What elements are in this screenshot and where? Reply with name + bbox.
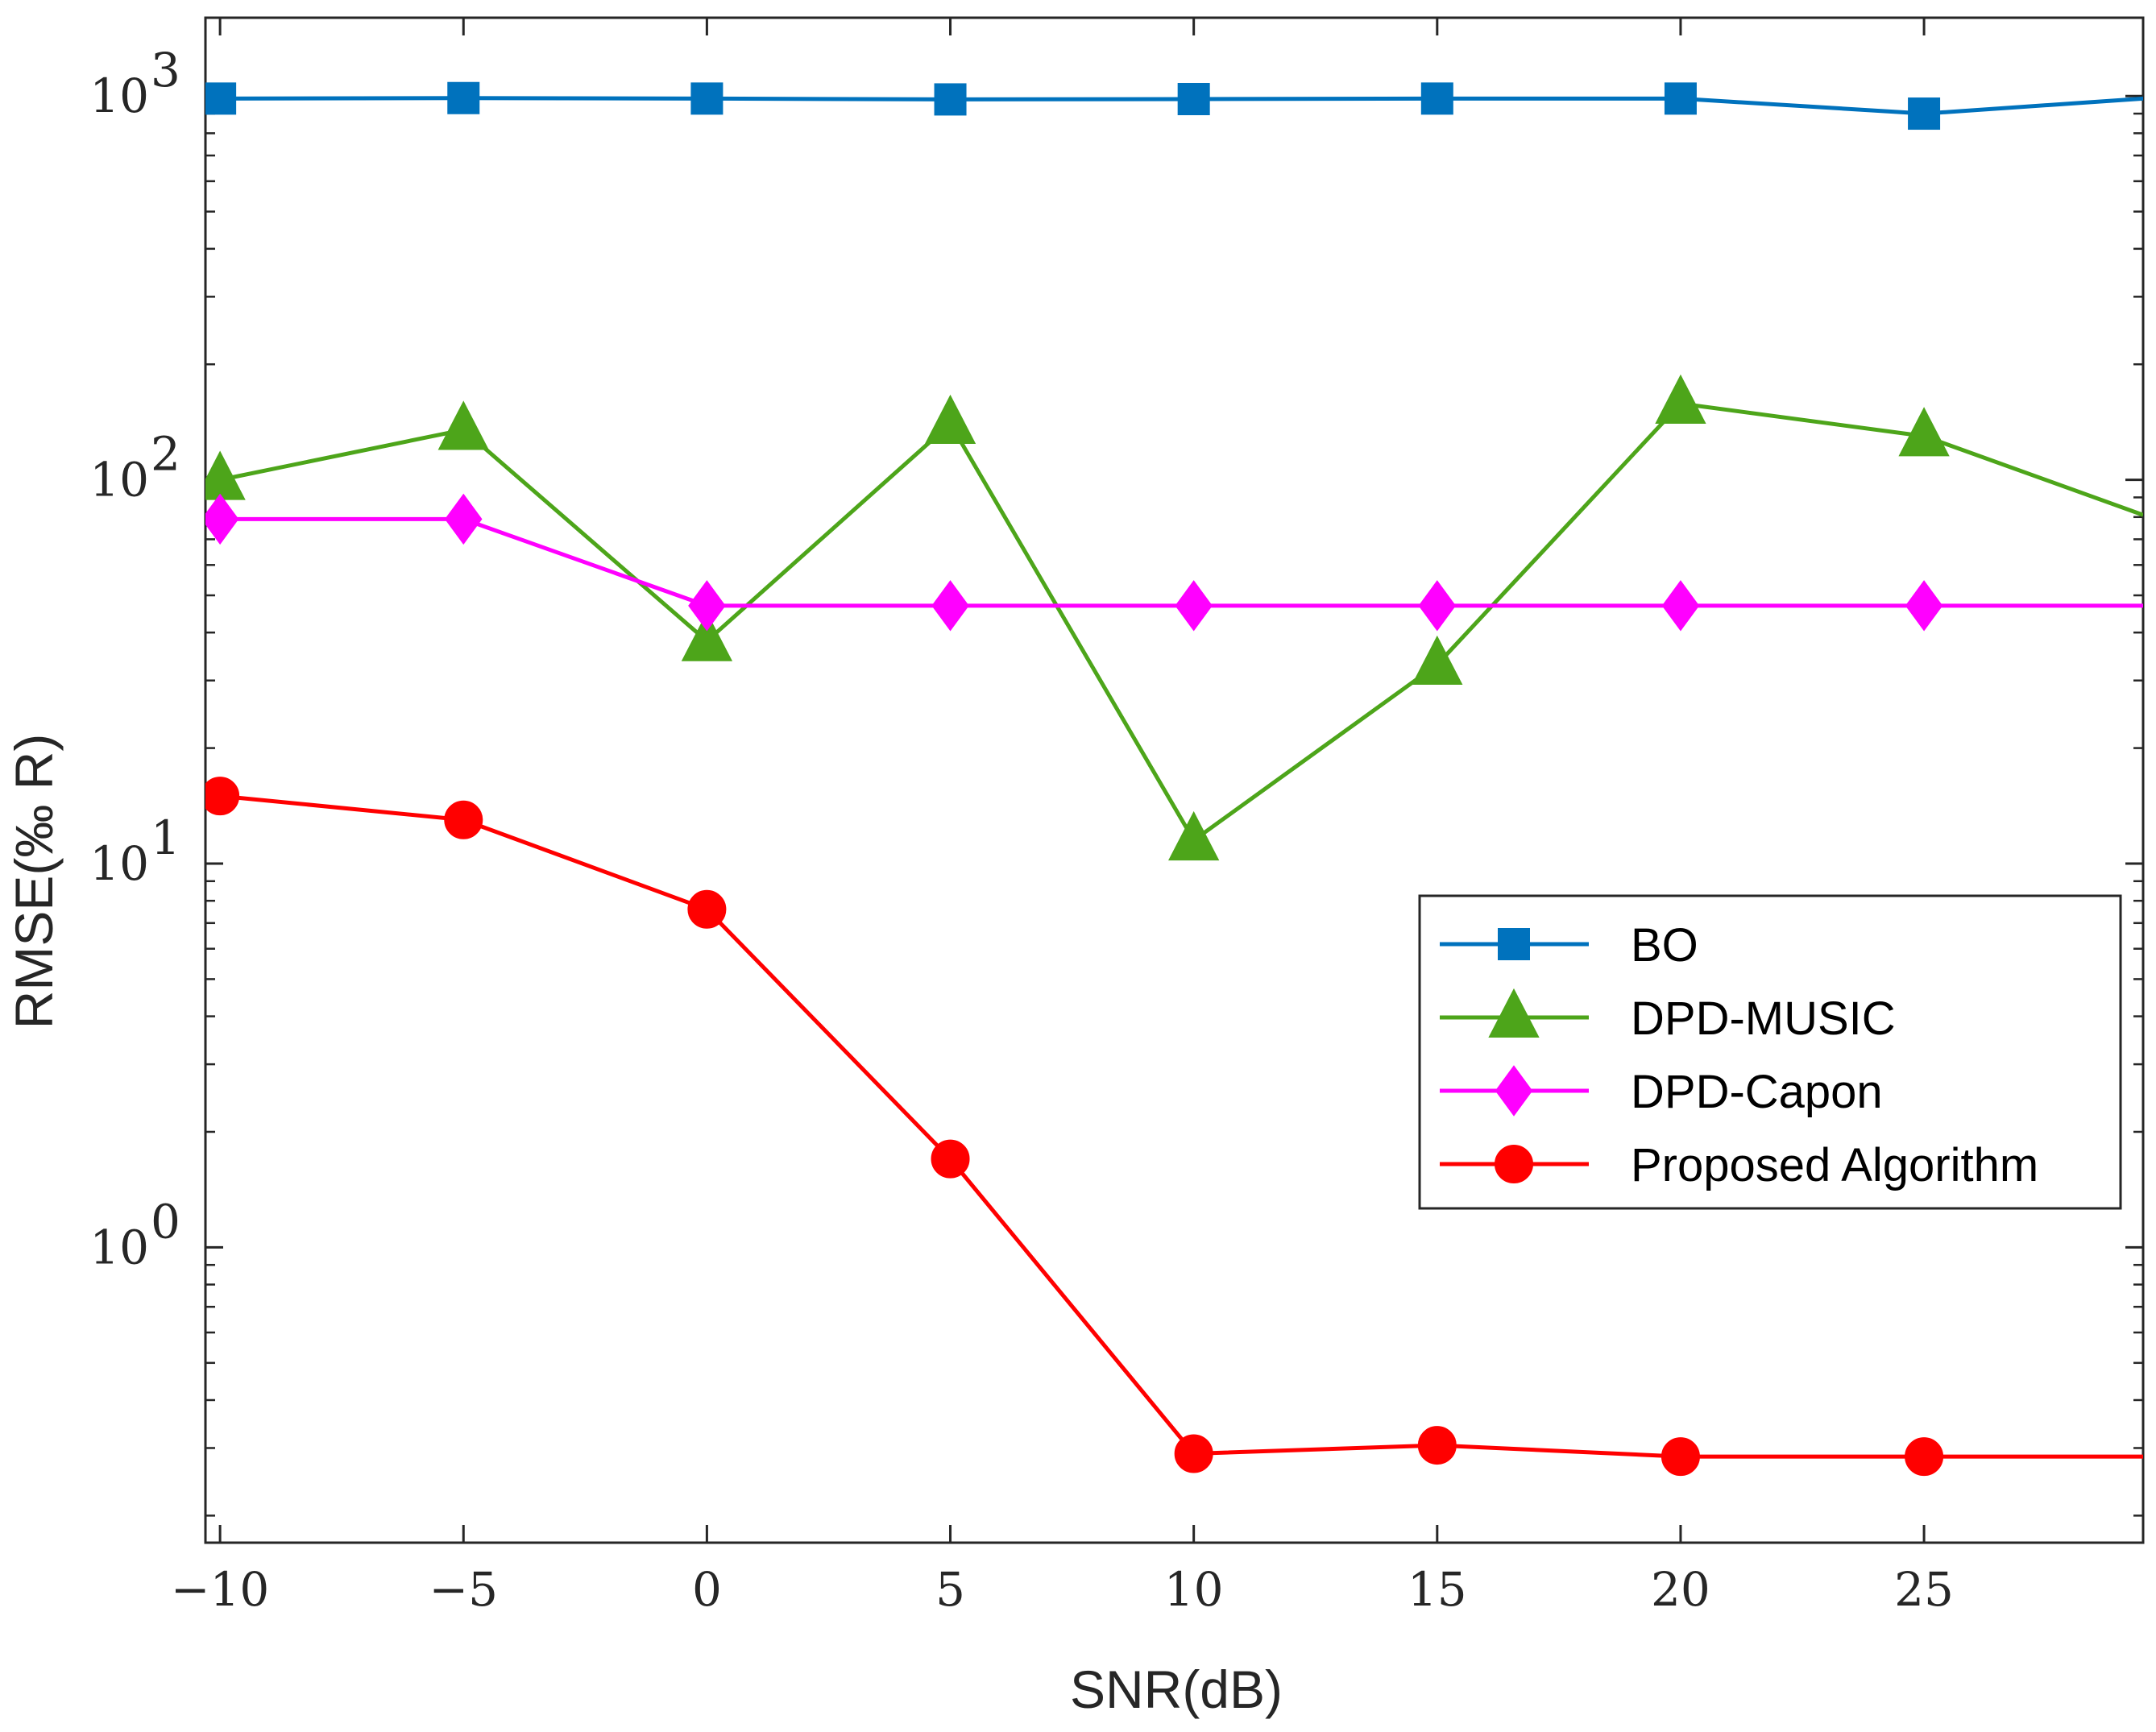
data-point: [931, 580, 969, 632]
x-tick-label: 10: [1164, 1562, 1224, 1617]
legend-item: Proposed Algorithm: [1440, 1139, 2038, 1191]
data-point: [205, 493, 239, 545]
data-point: [934, 83, 967, 116]
legend-label: BO: [1631, 919, 1698, 972]
data-point: [1905, 1437, 1944, 1477]
data-point: [1661, 1437, 1700, 1477]
series-proposed-algorithm: [205, 777, 2143, 1477]
y-axis-title: RMSE(‰ R): [4, 734, 64, 1030]
legend-item: BO: [1440, 919, 1698, 972]
x-tick-label: 25: [1894, 1562, 1954, 1617]
y-tick-label: 10: [89, 1220, 149, 1274]
legend-item: DPD-MUSIC: [1440, 988, 1896, 1045]
plot-area: [205, 18, 2143, 1543]
data-point: [1420, 82, 1453, 115]
y-tick-exponent: 2: [151, 427, 180, 482]
data-point: [1175, 580, 1213, 632]
data-point: [447, 81, 480, 114]
data-point: [1174, 1434, 1213, 1473]
data-point: [690, 82, 724, 115]
series-dpd-capon: [205, 493, 2143, 632]
y-tick-label: 10: [89, 836, 149, 891]
legend-marker: [1495, 1065, 1533, 1117]
data-point: [1168, 810, 1220, 861]
legend-item: DPD-Capon: [1440, 1065, 1883, 1118]
legend-marker: [1498, 928, 1530, 960]
data-point: [1412, 635, 1463, 685]
y-tick-label: 10: [89, 68, 149, 123]
axes-box: [204, 16, 2145, 1544]
x-tick-label: 20: [1651, 1562, 1710, 1617]
x-tick-label: 15: [1408, 1562, 1467, 1617]
data-point: [1177, 82, 1210, 115]
x-axis-title: SNR(dB): [1070, 1659, 1283, 1719]
y-tick-exponent: 3: [151, 43, 180, 97]
legend-label: DPD-Capon: [1631, 1066, 1883, 1118]
data-point: [1905, 580, 1943, 632]
plot-background: [205, 18, 2143, 1543]
x-tick-label: −10: [171, 1562, 269, 1617]
data-point: [687, 889, 727, 929]
data-point: [205, 777, 240, 816]
data-point: [931, 1139, 970, 1179]
data-point: [1418, 580, 1457, 632]
data-point: [688, 580, 726, 632]
x-tick-label: 0: [692, 1562, 722, 1617]
data-point: [1898, 407, 1950, 457]
legend-label: DPD-MUSIC: [1631, 992, 1896, 1045]
data-point: [205, 82, 237, 115]
series-layer: [205, 81, 2143, 1477]
legend: BO DPD-MUSIC DPD-Capon Proposed Algorithm: [1418, 894, 2122, 1210]
data-point: [444, 800, 483, 839]
legend-label: Proposed Algorithm: [1631, 1139, 2038, 1191]
y-tick-exponent: 0: [151, 1194, 180, 1249]
legend-marker: [1488, 988, 1540, 1038]
y-tick-exponent: 1: [151, 810, 180, 865]
data-point: [681, 611, 733, 661]
y-tick-label: 10: [89, 453, 149, 508]
data-point: [1664, 82, 1697, 115]
x-tick-label: −5: [429, 1562, 499, 1617]
data-point: [437, 400, 489, 450]
legend-marker: [1495, 1145, 1533, 1183]
legend-box: [1418, 894, 2122, 1210]
series-bo: [205, 81, 2143, 131]
data-point: [924, 394, 976, 445]
data-point: [1661, 580, 1700, 632]
x-tick-label: 5: [935, 1562, 965, 1617]
series-dpd-music: [205, 374, 2143, 861]
data-point: [1417, 1426, 1457, 1465]
data-point: [1908, 97, 1941, 131]
data-point: [1655, 374, 1706, 424]
data-point: [445, 493, 483, 545]
